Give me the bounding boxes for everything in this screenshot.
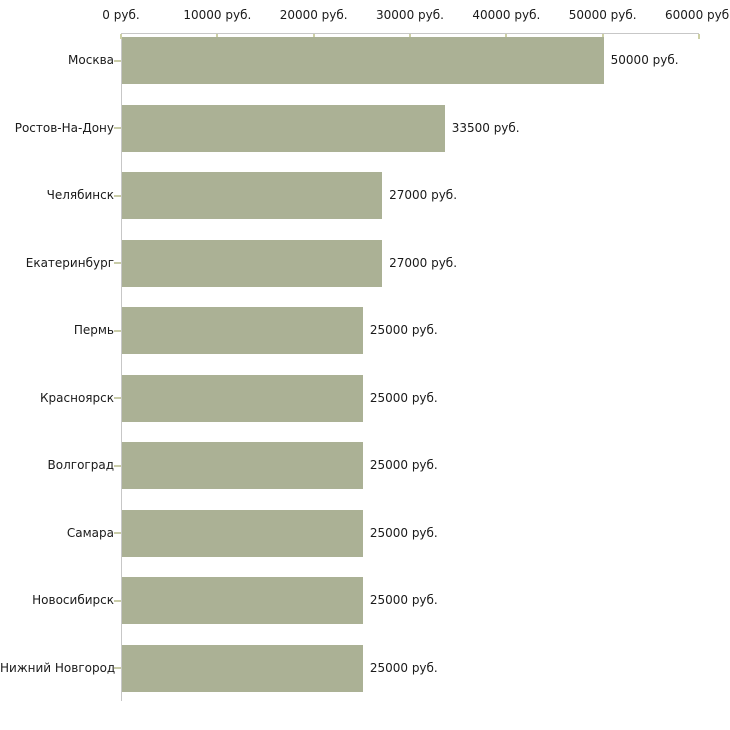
value-label: 25000 руб. (369, 323, 438, 337)
bar (122, 37, 604, 84)
value-label: 25000 руб. (369, 660, 438, 675)
x-axis-tick (312, 34, 315, 39)
bar (122, 239, 383, 287)
x-axis-tick (601, 34, 604, 39)
x-axis-tick (120, 34, 122, 39)
category-tick (114, 397, 121, 399)
category-label: Нижний Новгород (0, 660, 116, 675)
x-axis-line (121, 33, 699, 34)
x-axis-tick-label: 20000 руб. (279, 8, 348, 22)
bar (122, 104, 445, 152)
value-label: 25000 руб. (369, 593, 438, 607)
category-tick (114, 329, 121, 332)
x-axis-tick (216, 34, 219, 39)
bar (122, 374, 363, 422)
x-axis-tick-label: 10000 руб. (183, 8, 252, 22)
value-label: 50000 руб. (610, 53, 679, 67)
value-label: 25000 руб. (369, 525, 438, 540)
category-tick (114, 194, 121, 197)
bar (122, 644, 363, 692)
x-axis-tick (698, 34, 700, 39)
x-axis-tick-label: 60000 руб. (665, 8, 730, 22)
category-label: Челябинск (46, 188, 114, 202)
category-label: Красноярск (40, 390, 114, 405)
y-axis-line (121, 33, 122, 701)
category-tick (114, 532, 121, 534)
value-label: 27000 руб. (389, 255, 458, 270)
x-axis-tick (409, 34, 411, 39)
x-axis-tick-label: 50000 руб. (568, 8, 637, 22)
category-label: Волгоград (47, 458, 114, 472)
value-label: 25000 руб. (369, 458, 438, 472)
category-label: Пермь (73, 323, 114, 337)
category-label: Ростов-На-Дону (14, 120, 114, 135)
category-tick (114, 59, 121, 62)
category-tick (114, 667, 121, 669)
category-label: Новосибирск (32, 593, 114, 607)
category-tick (114, 464, 121, 467)
x-axis-tick-label: 0 руб. (102, 8, 140, 22)
value-label: 27000 руб. (389, 188, 458, 202)
bar (122, 172, 383, 219)
bar (122, 307, 363, 354)
x-axis-tick-label: 30000 руб. (376, 8, 444, 22)
category-tick (114, 262, 121, 264)
category-tick (114, 599, 121, 602)
value-label: 33500 руб. (451, 120, 520, 135)
x-axis-tick (505, 34, 508, 39)
bar (122, 509, 363, 557)
x-axis-tick-label: 40000 руб. (472, 8, 541, 22)
value-label: 25000 руб. (369, 390, 438, 405)
category-label: Самара (66, 525, 114, 540)
bar (122, 442, 363, 489)
category-tick (114, 127, 121, 129)
category-label: Москва (68, 53, 114, 67)
category-label: Екатеринбург (25, 255, 114, 270)
bar (122, 577, 363, 624)
